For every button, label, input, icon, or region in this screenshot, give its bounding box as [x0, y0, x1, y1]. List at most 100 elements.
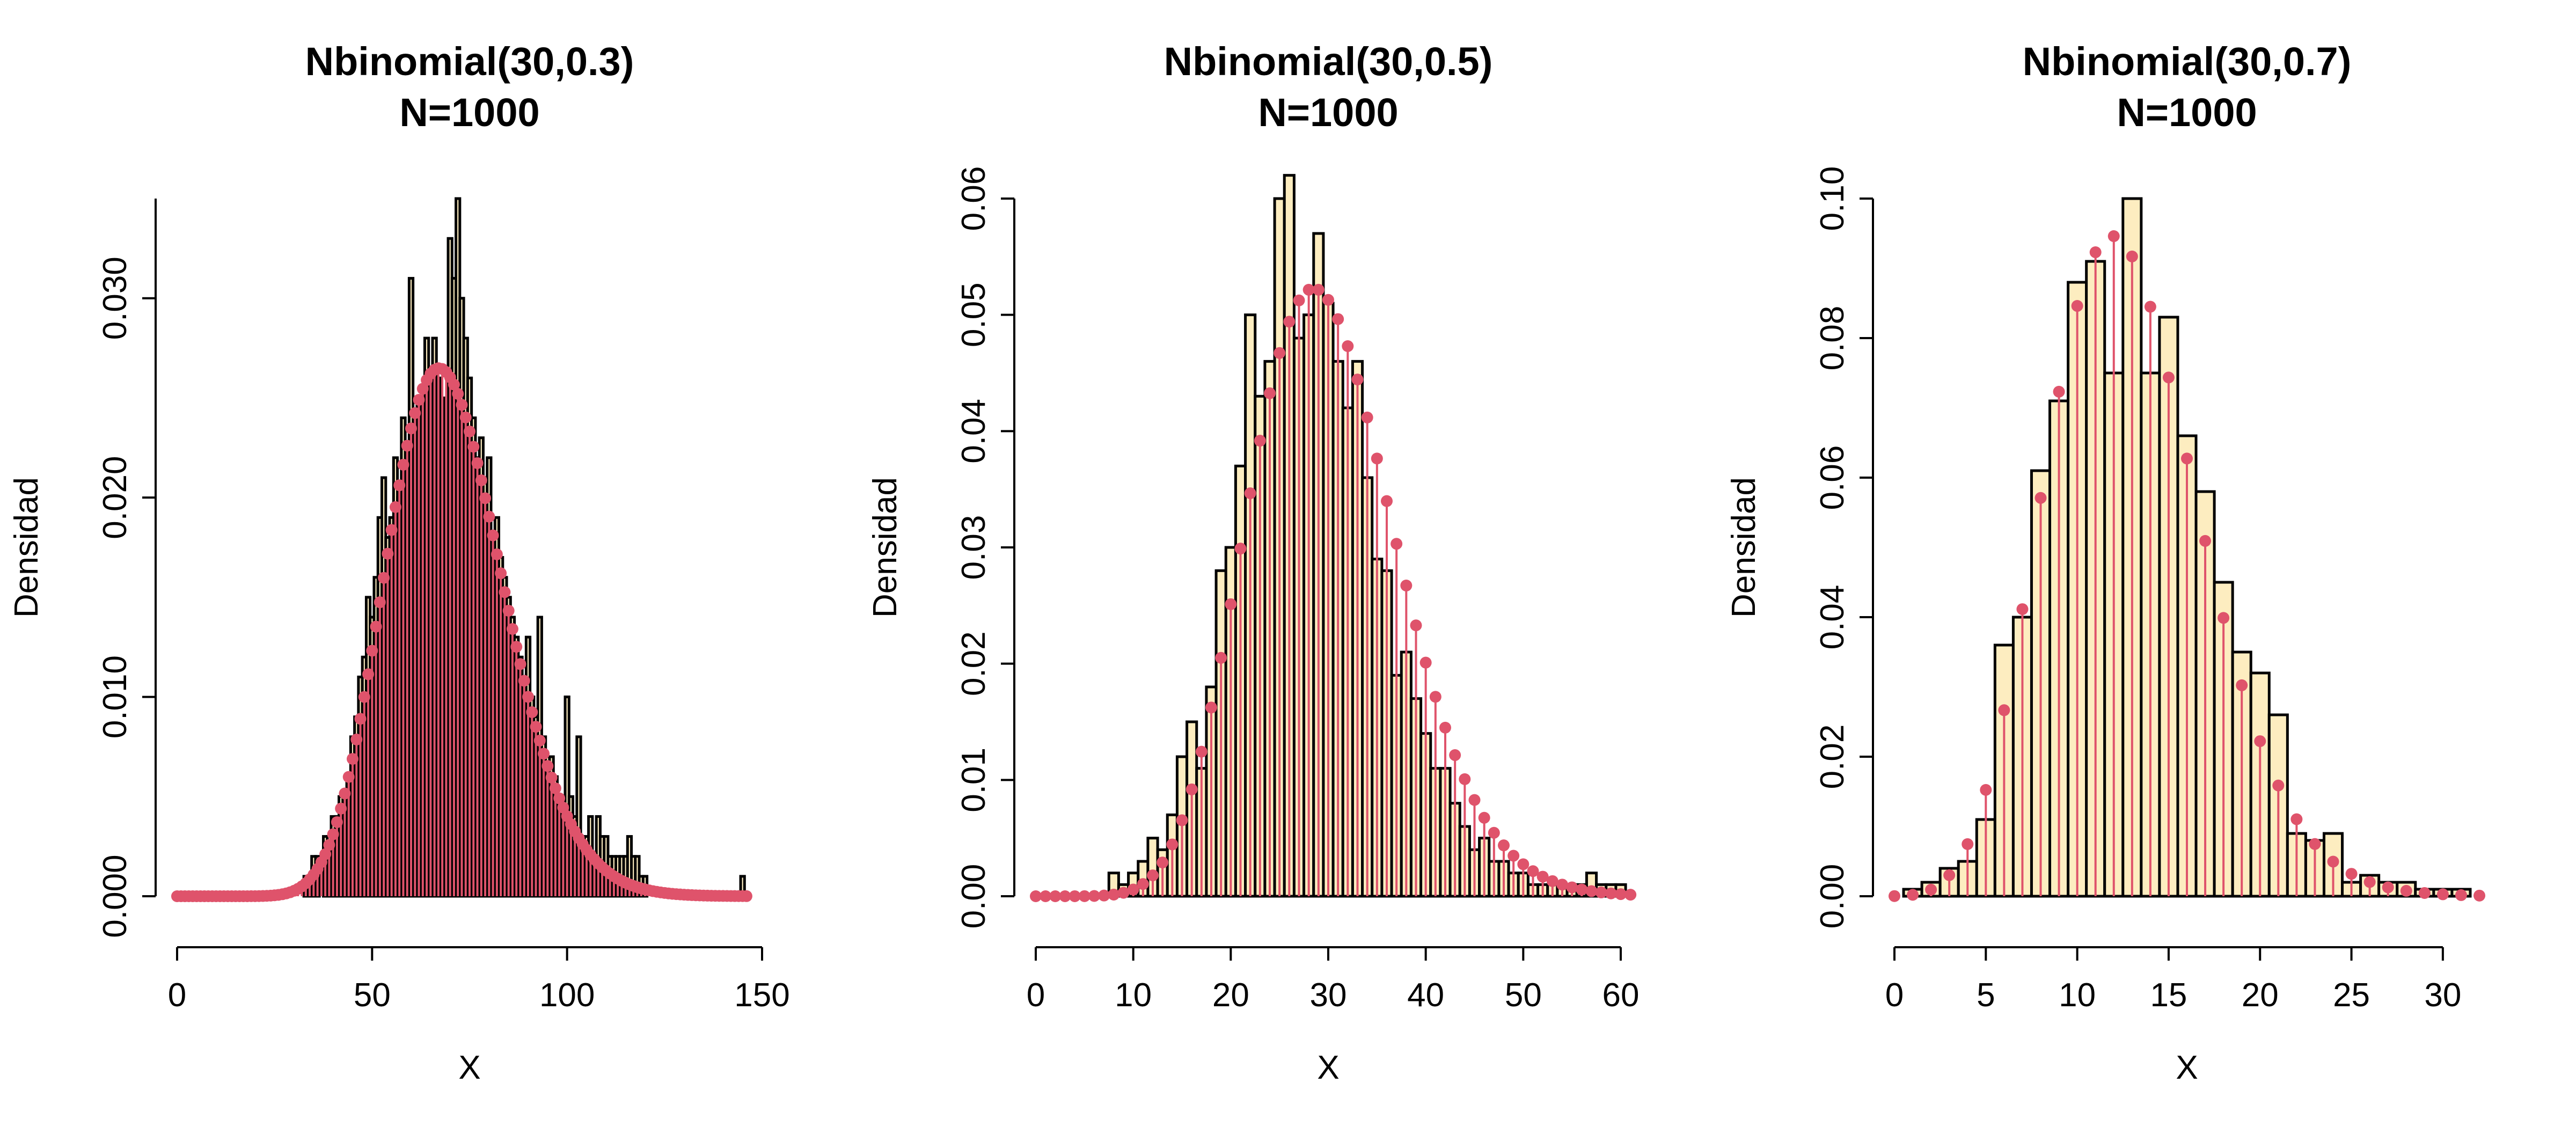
chart-title-line-2: N=1000 [1258, 90, 1398, 135]
pmf-point [452, 387, 464, 400]
pmf-point [1244, 487, 1256, 500]
pmf-point [1351, 374, 1364, 386]
x-axis-label: X [2176, 1049, 2198, 1086]
x-tick-label: 100 [539, 977, 595, 1014]
pmf-point [1137, 878, 1149, 890]
pmf-point [456, 399, 468, 411]
pmf-point [495, 567, 507, 580]
pmf-point [1449, 749, 1461, 762]
pmf-point [1907, 889, 1919, 901]
chart-title-line-2: N=1000 [2117, 90, 2257, 135]
y-axis-label: Densidad [867, 477, 904, 618]
x-tick-label: 0 [1885, 977, 1904, 1014]
pmf-point [1459, 773, 1471, 785]
panel-nbinomial-0-7: Nbinomial(30,0.7) N=1000 0 5 10 15 20 25 30 X 0.00… [1725, 39, 2485, 1086]
panel-nbinomial-0-3: Nbinomial(30,0.3) N=1000 0 50 100 150 X 0.000 0.… [8, 39, 790, 1086]
pmf-point [1517, 858, 1529, 870]
pmf-point [2309, 838, 2321, 850]
pmf-point [526, 706, 538, 718]
pmf-point [2089, 246, 2102, 259]
pmf-point [459, 411, 472, 423]
pmf-point [2290, 813, 2303, 825]
y-tick-label: 0.06 [955, 166, 992, 231]
pmf-point [1049, 890, 1062, 902]
x-axis-label: X [1317, 1049, 1339, 1086]
y-axis-label: Densidad [1725, 477, 1762, 618]
pmf-point [1342, 340, 1354, 352]
pmf-point [541, 760, 554, 772]
pmf-point [1429, 691, 1441, 703]
y-axis-label: Densidad [8, 477, 45, 618]
pmf-point [1371, 452, 1383, 465]
pmf-point [1030, 890, 1042, 902]
pmf-point [1419, 656, 1432, 669]
pmf-point [2327, 855, 2339, 868]
x-tick-label: 0 [1027, 977, 1045, 1014]
pmf-point [530, 721, 542, 733]
pmf-point [2107, 230, 2120, 243]
y-tick-label: 0.000 [97, 854, 134, 938]
pmf-point [1234, 543, 1247, 555]
pmf-point [1264, 387, 1276, 399]
pmf-point [471, 457, 484, 469]
theoretical-pmf [171, 362, 752, 902]
panel-nbinomial-0-5: Nbinomial(30,0.5) N=1000 0 10 20 30 40 50 60 X 0.0… [867, 39, 1639, 1086]
y-tick-label: 0.01 [955, 748, 992, 813]
pmf-point [740, 890, 752, 902]
x-tick-label: 50 [1505, 977, 1542, 1014]
pmf-point [1925, 883, 1937, 896]
pmf-point [1361, 411, 1373, 423]
pmf-point [1889, 890, 1900, 902]
x-tick-label: 60 [1602, 977, 1640, 1014]
y-tick-label: 0.02 [955, 631, 992, 696]
x-tick-label: 150 [734, 977, 789, 1014]
pmf-point [1595, 886, 1607, 898]
pmf-point [518, 675, 530, 687]
pmf-point [1527, 865, 1539, 877]
pmf-point [510, 641, 523, 653]
pmf-point [1108, 888, 1120, 901]
y-tick-label: 0.10 [1814, 166, 1851, 231]
pmf-point [1391, 538, 1403, 550]
x-tick-label: 25 [2333, 977, 2370, 1014]
x-tick-label: 10 [1115, 977, 1152, 1014]
pmf-point [1117, 887, 1130, 899]
pmf-point [1312, 283, 1324, 296]
pmf-point [1410, 619, 1422, 632]
chart-title-line-1: Nbinomial(30,0.5) [1164, 39, 1493, 84]
pmf-point [538, 748, 550, 760]
pmf-point [2035, 492, 2047, 504]
x-tick-label: 20 [2242, 977, 2279, 1014]
pmf-point [479, 492, 492, 504]
x-tick-label: 15 [2150, 977, 2187, 1014]
pmf-point [1439, 721, 1451, 734]
y-tick-label: 0.010 [97, 655, 134, 738]
pmf-point [1215, 652, 1227, 664]
pmf-point [2162, 371, 2175, 384]
y-tick-label: 0.04 [1814, 585, 1851, 650]
pmf-point [1283, 316, 1296, 328]
pmf-point [1962, 838, 1974, 850]
pmf-point [448, 378, 460, 391]
pmf-point [1546, 875, 1558, 887]
y-tick-label: 0.06 [1814, 445, 1851, 510]
chart-title-line-1: Nbinomial(30,0.7) [2023, 39, 2352, 84]
x-tick-label: 10 [2059, 977, 2096, 1014]
pmf-point [2400, 884, 2412, 897]
y-tick-label: 0.04 [955, 399, 992, 464]
pmf-point [483, 510, 495, 523]
pmf-point [1381, 495, 1393, 507]
pmf-point [1332, 313, 1344, 325]
pmf-point [545, 771, 558, 784]
pmf-point [487, 529, 499, 541]
pmf-point [1098, 889, 1110, 902]
x-axis-label: X [458, 1049, 480, 1086]
pmf-point [502, 604, 515, 617]
pmf-point [2236, 679, 2248, 691]
pmf-point [1536, 870, 1549, 883]
pmf-point [506, 623, 518, 635]
pmf-point [1176, 814, 1188, 826]
pmf-point [2181, 452, 2193, 465]
pmf-point [499, 586, 511, 598]
pmf-point [1400, 580, 1413, 592]
